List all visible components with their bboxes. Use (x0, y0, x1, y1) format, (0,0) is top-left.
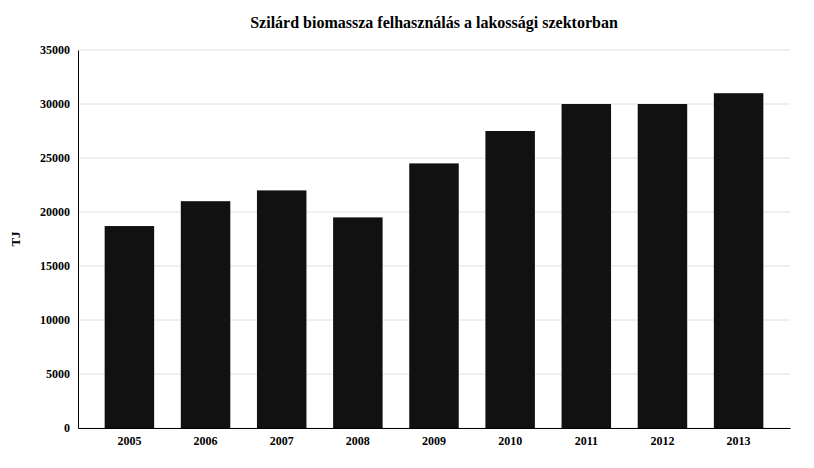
tick-label: 0 (64, 421, 70, 435)
bar (257, 190, 306, 428)
tick: 2013 (727, 434, 751, 448)
tick: 2010 (498, 434, 522, 448)
tick-label: 2013 (727, 434, 751, 448)
tick: 2012 (650, 434, 674, 448)
plot: 2005 2006 2007 2008 2009 2010 2011 2012 2013 0 500… (40, 43, 791, 447)
tick-label: 2008 (346, 434, 370, 448)
tick: 15000 (40, 259, 78, 273)
bar (181, 201, 230, 428)
tick-label: 15000 (40, 259, 70, 273)
bar (714, 93, 763, 428)
tick-label: 2011 (575, 434, 598, 448)
axis-line (78, 51, 79, 429)
axis-line (79, 428, 791, 429)
tick-label: 10000 (40, 313, 70, 327)
y-axis: 0 5000 10000 15000 20000 25000 30000 35000 (40, 43, 79, 435)
tick: 0 (64, 421, 78, 435)
marks (105, 93, 764, 428)
x-axis: 2005 2006 2007 2008 2009 2010 2011 2012 2013 (79, 429, 791, 448)
tick: 5000 (46, 367, 78, 381)
bar (409, 163, 458, 428)
tick-label: 2010 (498, 434, 522, 448)
tick-label: 2005 (117, 434, 141, 448)
bar (638, 104, 687, 428)
tick-label: 25000 (40, 151, 70, 165)
tick: 2007 (270, 434, 294, 448)
tick-label: 20000 (40, 205, 70, 219)
tick: 10000 (40, 313, 78, 327)
tick: 35000 (40, 43, 78, 57)
tick-label: 5000 (46, 367, 70, 381)
tick: 20000 (40, 205, 78, 219)
tick-label: 30000 (40, 97, 70, 111)
bar (562, 104, 611, 428)
chart: 2005 2006 2007 2008 2009 2010 2011 2012 2013 0 500… (0, 0, 814, 468)
tick-label: 2012 (650, 434, 674, 448)
bar (485, 131, 534, 428)
title: Szilárd biomassza felhasználás a lakossá… (250, 14, 618, 32)
tick: 30000 (40, 97, 78, 111)
tick-label: 2006 (194, 434, 218, 448)
tick: 2011 (575, 434, 598, 448)
tick-label: 2007 (270, 434, 294, 448)
tick: 2005 (117, 434, 141, 448)
tick: 25000 (40, 151, 78, 165)
grid (78, 50, 790, 428)
tick-label: 2009 (422, 434, 446, 448)
tick: 2006 (194, 434, 218, 448)
bar (333, 217, 382, 428)
tick-label: 35000 (40, 43, 70, 57)
tick: 2009 (422, 434, 446, 448)
y-axis-title: TJ (8, 231, 23, 247)
bar (105, 226, 154, 428)
grid-line (78, 50, 790, 51)
tick: 2008 (346, 434, 370, 448)
